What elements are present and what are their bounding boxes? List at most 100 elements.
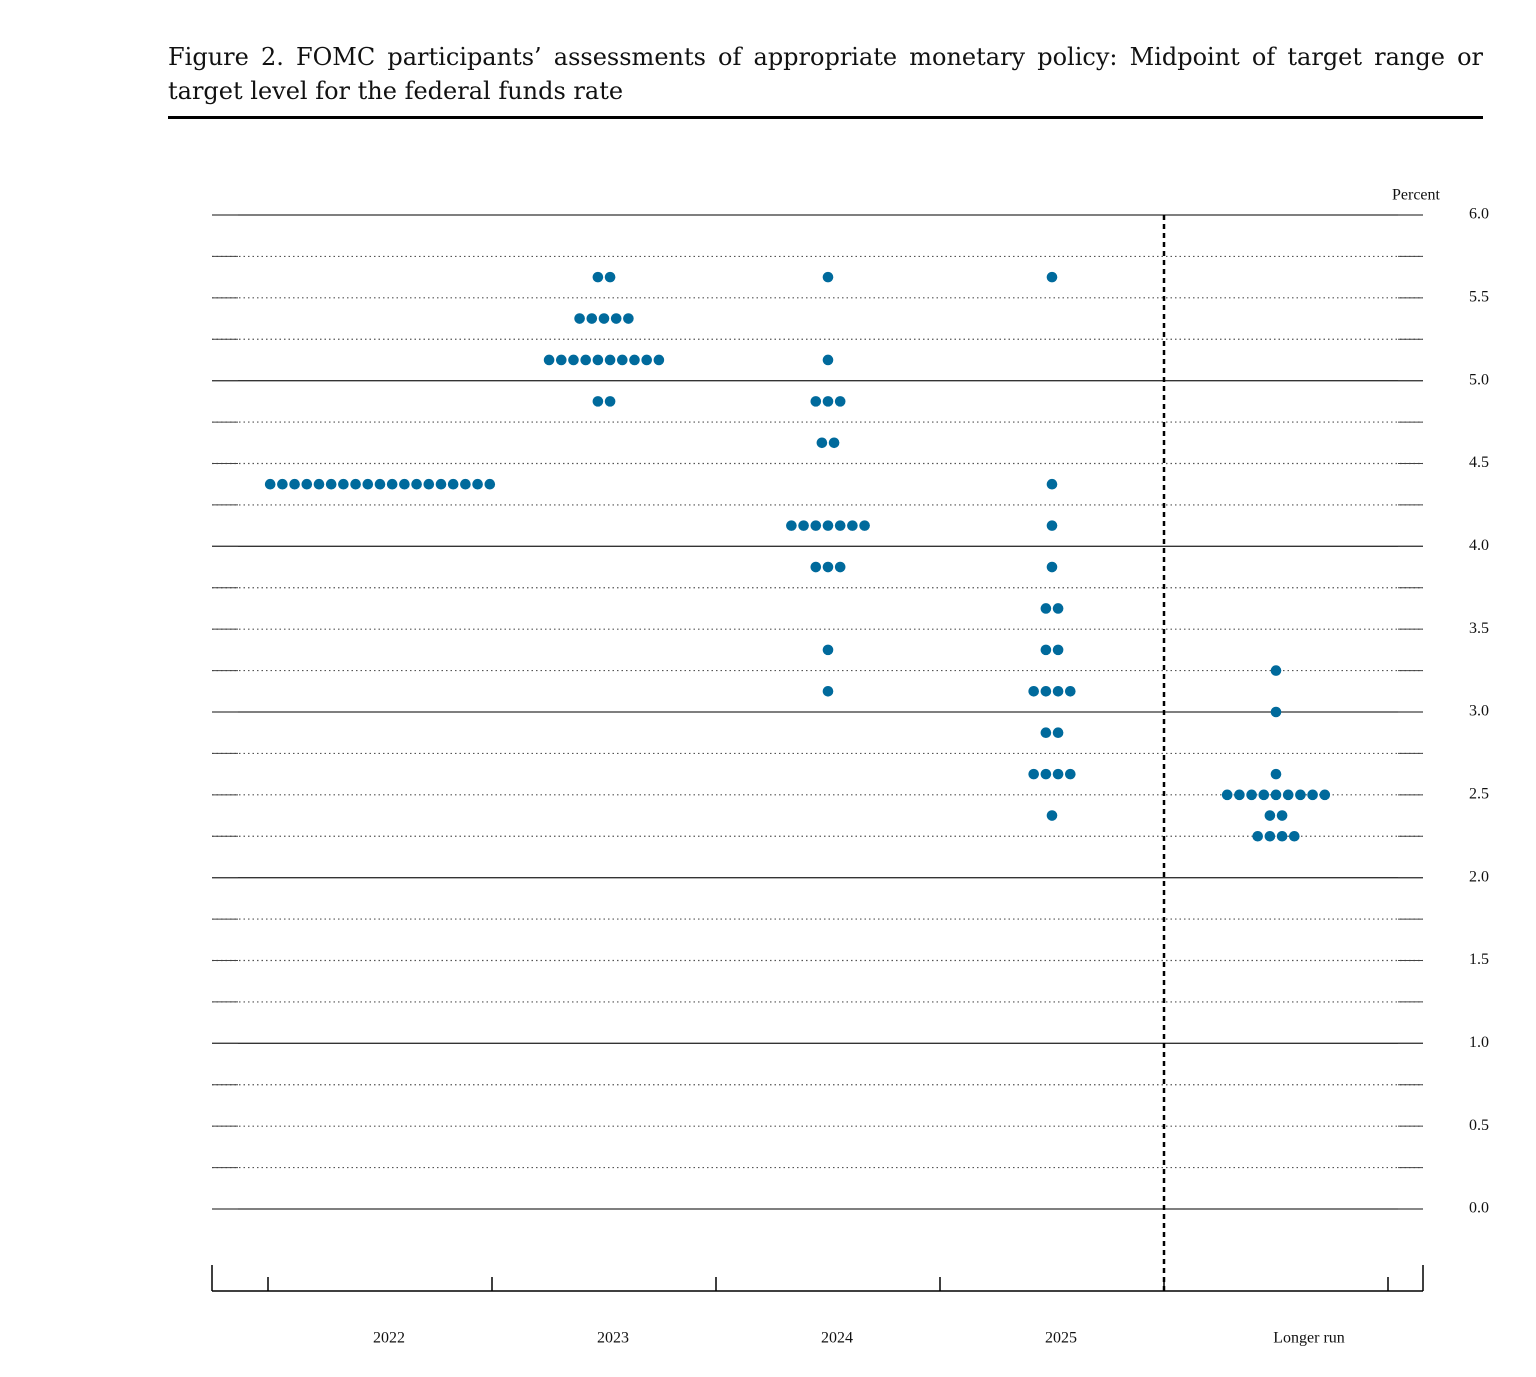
x-tick-label: Longer run (1273, 1330, 1345, 1347)
dot (1307, 789, 1318, 801)
dot (834, 561, 846, 573)
dot (1046, 520, 1058, 531)
x-tick-label: 2024 (821, 1330, 853, 1347)
dot (1046, 561, 1058, 573)
x-tick-label: 2025 (1045, 1330, 1077, 1347)
dot (1052, 685, 1064, 697)
dot (822, 271, 834, 283)
dot (1270, 768, 1282, 780)
x-tick-label: 2022 (373, 1330, 405, 1347)
dot (435, 478, 447, 490)
dot (399, 478, 410, 490)
dot (1246, 789, 1257, 801)
dot (1276, 810, 1288, 821)
y-tick-label: 5.0 (1469, 371, 1489, 388)
dot (1282, 789, 1294, 801)
dot (1295, 789, 1306, 801)
dot (472, 478, 483, 490)
dot (822, 354, 834, 366)
dot (834, 520, 846, 531)
dot (822, 396, 834, 407)
y-tick-label: 0.5 (1469, 1117, 1489, 1134)
dot (1065, 685, 1076, 697)
dot (822, 520, 834, 531)
dot (847, 520, 858, 531)
dot (1046, 810, 1058, 821)
dot (1276, 830, 1288, 842)
dot (1289, 830, 1300, 842)
dot (604, 396, 616, 407)
dot (623, 313, 634, 324)
dot (810, 520, 822, 531)
dot (1052, 768, 1064, 780)
dot (386, 478, 398, 490)
dot (460, 478, 471, 490)
dot (1052, 644, 1064, 656)
dot (1040, 727, 1052, 739)
dot (834, 396, 846, 407)
dot (592, 396, 604, 407)
dot (411, 478, 422, 490)
dot (338, 478, 349, 490)
dot (1040, 644, 1052, 656)
dot (822, 644, 834, 656)
dot (629, 354, 640, 366)
y-tick-label: 0.0 (1469, 1200, 1489, 1217)
dot (1264, 830, 1276, 842)
dot (1264, 810, 1276, 821)
y-axis-label: Percent (1392, 187, 1441, 204)
dot (1065, 768, 1076, 780)
y-tick-label: 2.0 (1469, 868, 1489, 885)
dot (374, 478, 386, 490)
dot (1052, 727, 1064, 739)
y-tick-label: 3.0 (1469, 703, 1489, 720)
dot (1028, 685, 1039, 697)
dot (592, 271, 604, 283)
dot (1252, 830, 1263, 842)
y-tick-label: 3.5 (1469, 620, 1489, 637)
dot (816, 437, 828, 449)
dot (598, 313, 610, 324)
dot (828, 437, 840, 449)
dot (580, 354, 591, 366)
dot (810, 396, 822, 407)
dot (543, 354, 555, 366)
dot (1052, 603, 1064, 614)
y-tick-label: 4.5 (1469, 454, 1489, 471)
y-tick-label: 1.5 (1469, 951, 1489, 968)
dot (1270, 789, 1282, 801)
dot (604, 354, 616, 366)
dot (1258, 789, 1270, 801)
dot (423, 478, 435, 490)
dot (617, 354, 628, 366)
dot (592, 354, 604, 366)
dot (1270, 665, 1282, 676)
dot (350, 478, 361, 490)
dot (277, 478, 288, 490)
dot (574, 313, 585, 324)
dot (610, 313, 622, 324)
dot (1040, 603, 1052, 614)
dot (568, 354, 579, 366)
dot (1040, 685, 1052, 697)
dot (1221, 789, 1233, 801)
y-tick-label: 4.0 (1469, 537, 1489, 554)
dot (1270, 706, 1282, 718)
dot (362, 478, 374, 490)
dot (301, 478, 313, 490)
y-tick-label: 6.0 (1469, 206, 1489, 223)
dot (604, 271, 616, 283)
y-tick-label: 2.5 (1469, 786, 1489, 803)
dot (556, 354, 567, 366)
x-tick-label: 2023 (597, 1330, 629, 1347)
dot (264, 478, 276, 490)
dot (1234, 789, 1245, 801)
dot (653, 354, 665, 366)
dot (313, 478, 325, 490)
dot (1028, 768, 1039, 780)
dot (786, 520, 797, 531)
dot (859, 520, 870, 531)
dot (822, 685, 834, 697)
